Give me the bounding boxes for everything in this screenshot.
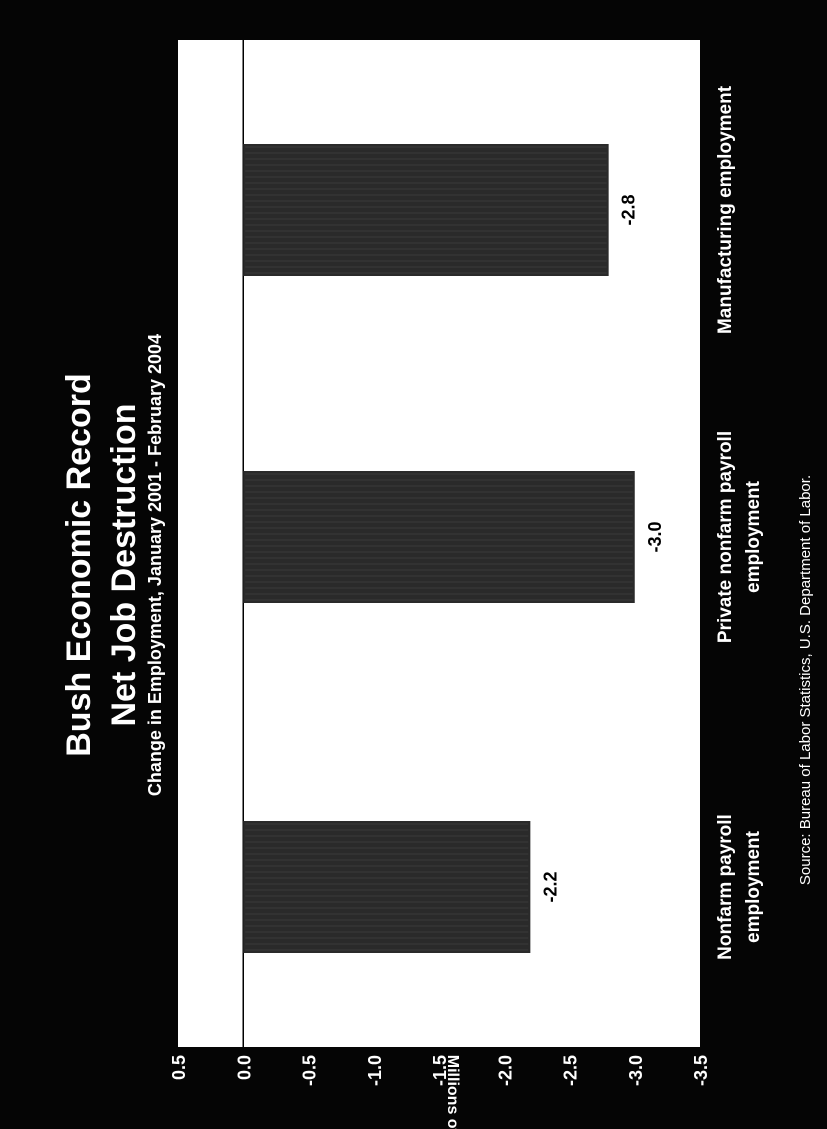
category-label-1: Nonfarm payroll employment [715,814,764,960]
bar-texture-2 [245,473,633,601]
category-label-2: Private nonfarm payroll employment [715,431,764,643]
bar-2 [243,471,635,603]
y-axis-title: Millions of jobs [444,1055,461,1129]
y-tick-label: -0.5 [300,1055,320,1086]
y-tick-label: -1.0 [365,1055,385,1086]
bar-group-3 [243,144,609,276]
chart-caption: Change in Employment, January 2001 - Feb… [145,334,165,796]
bar-group-2 [243,471,635,603]
value-label-1: -2.2 [540,871,560,902]
category-label-line: Nonfarm payroll [715,814,736,960]
y-tick-label: 0.5 [169,1055,189,1080]
y-tick-label: 0.0 [234,1055,254,1080]
chart-title: Bush Economic Record [60,373,98,757]
value-label-2: -3.0 [645,521,665,552]
bar-texture-1 [245,823,529,951]
bar-1 [243,821,531,953]
y-tick-label: -3.5 [691,1055,711,1086]
y-tick-label: -2.0 [495,1055,515,1086]
value-label-3: -2.8 [619,194,639,225]
bar-group-1 [243,821,531,953]
chart-subtitle: Net Job Destruction [105,403,143,726]
category-label-line: Manufacturing employment [715,85,736,334]
bar-texture-3 [245,146,607,274]
y-tick-label: -1.5 [430,1055,450,1086]
bar-3 [243,144,609,276]
source-note: Source: Bureau of Labor Statistics, U.S.… [797,475,814,885]
category-label-line: employment [743,830,764,943]
y-tick-label: -3.0 [626,1055,646,1086]
category-label-line: Private nonfarm payroll [715,431,736,643]
category-label-3: Manufacturing employment [715,85,736,334]
category-label-line: employment [743,480,764,593]
y-tick-label: -2.5 [561,1055,581,1086]
